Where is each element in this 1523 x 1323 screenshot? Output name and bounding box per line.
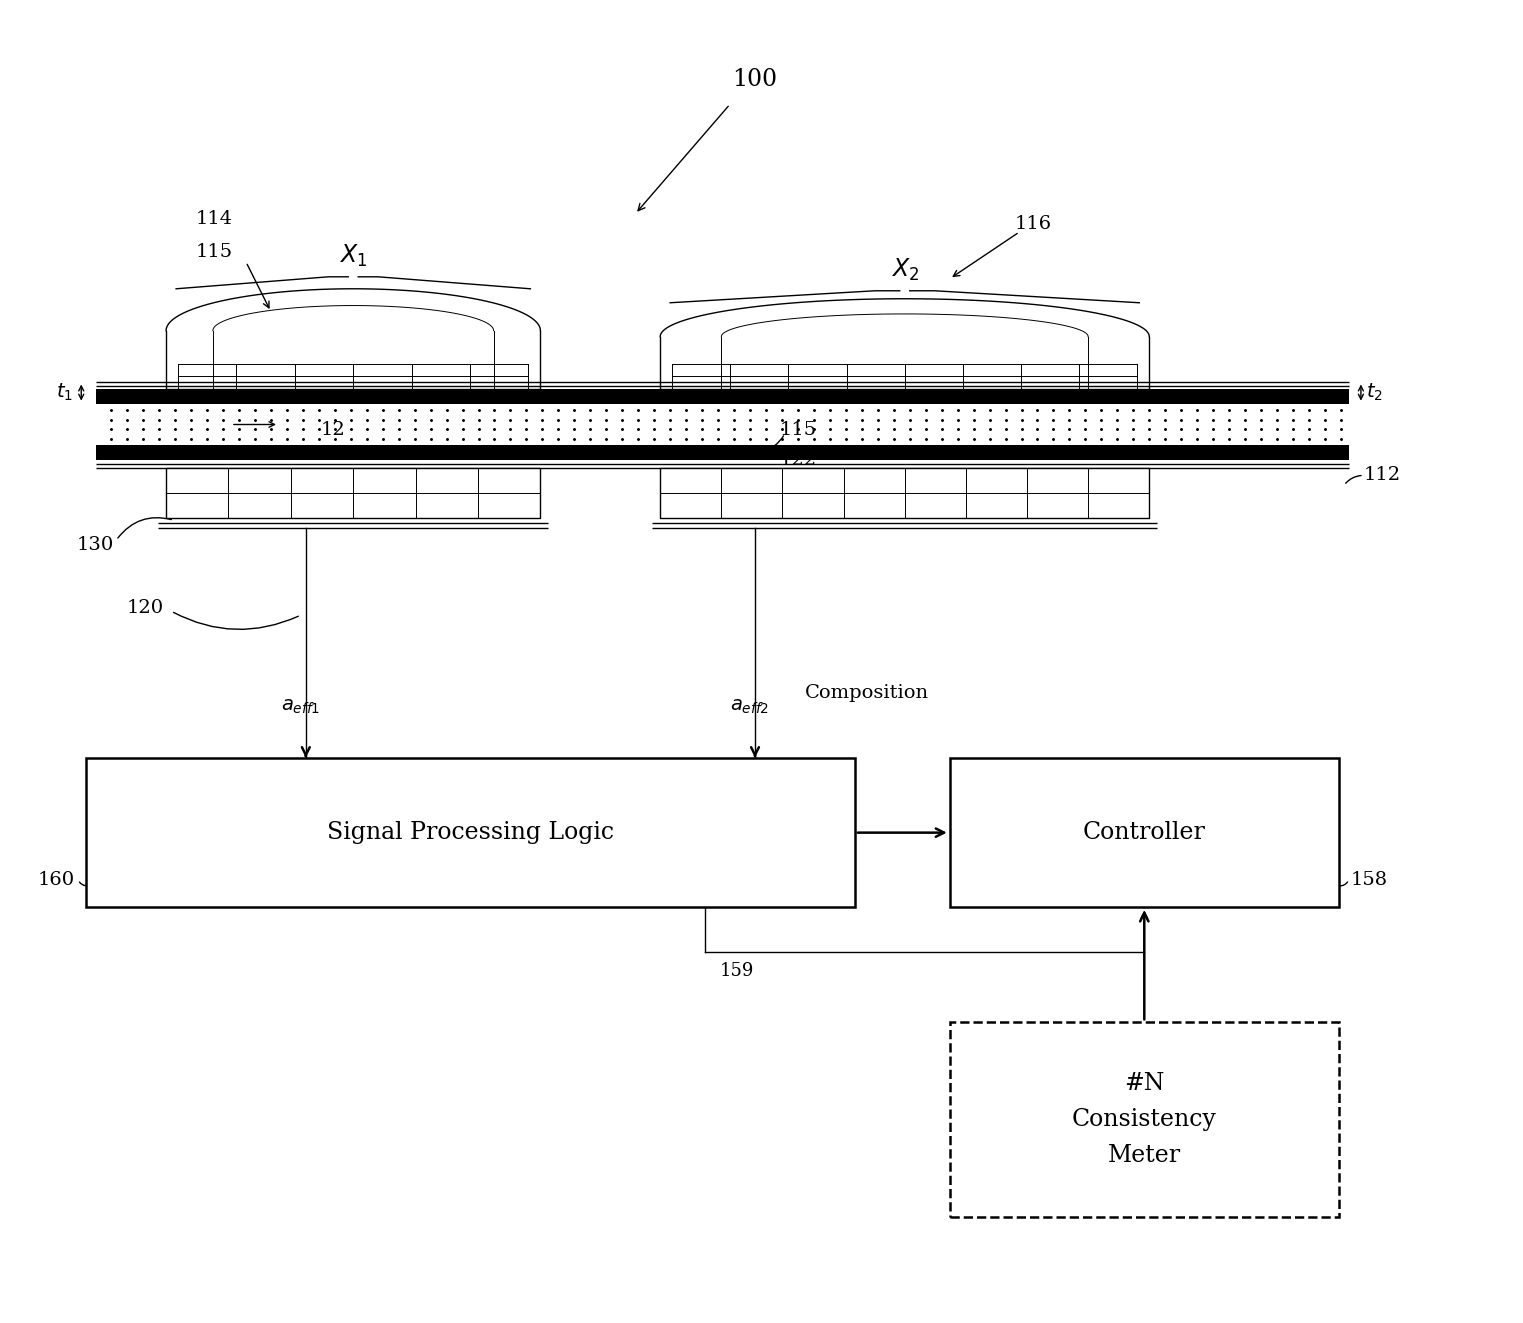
Text: $t_1$: $t_1$ bbox=[56, 382, 73, 404]
Text: 159: 159 bbox=[720, 962, 754, 980]
Text: Controller: Controller bbox=[1083, 822, 1206, 844]
Text: 12: 12 bbox=[321, 422, 346, 439]
Text: Signal Processing Logic: Signal Processing Logic bbox=[327, 822, 614, 844]
Bar bbox=[96, 389, 1349, 404]
Text: 115: 115 bbox=[196, 243, 233, 261]
Text: 120: 120 bbox=[126, 599, 163, 617]
Text: 100: 100 bbox=[733, 67, 778, 91]
Text: 130: 130 bbox=[76, 536, 114, 554]
Text: $t_2$: $t_2$ bbox=[1366, 382, 1383, 404]
Text: $a_{eff1}$: $a_{eff1}$ bbox=[282, 697, 320, 716]
Text: 160: 160 bbox=[37, 871, 75, 889]
Text: $X_2$: $X_2$ bbox=[891, 257, 918, 283]
Text: 158: 158 bbox=[1351, 871, 1387, 889]
Text: 114: 114 bbox=[196, 210, 233, 228]
Text: 112: 112 bbox=[1365, 467, 1401, 484]
Text: $X_1$: $X_1$ bbox=[340, 242, 367, 269]
Text: Composition: Composition bbox=[806, 684, 929, 703]
Bar bbox=[950, 1023, 1339, 1217]
Text: 116: 116 bbox=[1014, 214, 1052, 233]
Text: #N
Consistency
Meter: #N Consistency Meter bbox=[1072, 1073, 1217, 1167]
Text: 115: 115 bbox=[780, 422, 818, 439]
Text: 122: 122 bbox=[780, 451, 818, 470]
Bar bbox=[166, 468, 541, 519]
Text: $a_{eff2}$: $a_{eff2}$ bbox=[731, 697, 769, 716]
Bar bbox=[96, 446, 1349, 460]
Bar bbox=[659, 468, 1150, 519]
Bar bbox=[950, 758, 1339, 908]
Bar bbox=[87, 758, 854, 908]
